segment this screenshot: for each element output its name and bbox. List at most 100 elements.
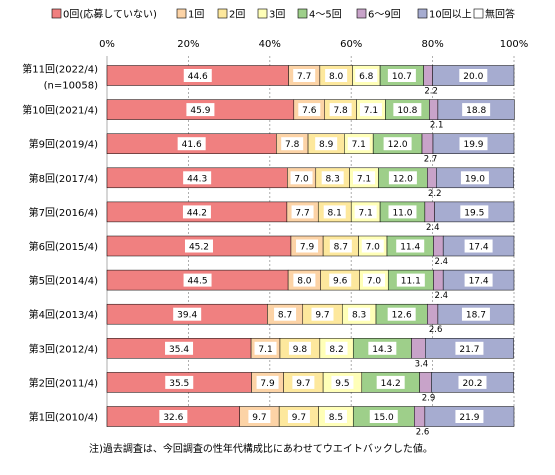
- data-label: 21.7: [459, 345, 479, 355]
- data-label: 2.1: [430, 121, 444, 131]
- data-label: 12.0: [393, 174, 413, 184]
- data-label: 15.0: [374, 413, 394, 423]
- data-label-bg: [165, 341, 194, 355]
- data-label: 3.4: [415, 359, 429, 369]
- data-label: 20.0: [463, 72, 483, 82]
- category-label: 第4回(2013/4): [29, 308, 98, 321]
- bar-segment: [419, 372, 432, 393]
- legend-swatch: [356, 8, 367, 19]
- data-label-bg: [376, 375, 405, 389]
- data-label: 8.2: [329, 345, 343, 355]
- data-label: 2.6: [429, 325, 443, 335]
- data-label: 12.6: [392, 311, 412, 321]
- x-tick-label: 100%: [500, 39, 529, 50]
- data-label-bg: [321, 171, 344, 185]
- category-label: 第7回(2016/4): [29, 206, 98, 219]
- data-label: 2.2: [428, 189, 442, 199]
- bar-segment: [427, 303, 439, 325]
- data-label-bg: [291, 205, 314, 219]
- data-label: 9.7: [252, 413, 266, 423]
- data-label-bg: [248, 410, 271, 423]
- data-label-bg: [455, 341, 484, 355]
- data-label-bg: [387, 69, 416, 82]
- data-label: 35.4: [169, 345, 189, 355]
- category-label: 第1回(2010/4): [29, 411, 98, 424]
- data-label-bg: [325, 341, 348, 355]
- data-label-bg: [388, 205, 417, 219]
- data-label: 7.1: [357, 174, 371, 184]
- data-label-bg: [324, 410, 347, 423]
- legend-swatch: [217, 8, 228, 19]
- data-label-bg: [393, 103, 422, 117]
- data-label-bg: [254, 341, 277, 355]
- data-label-bg: [368, 341, 397, 355]
- data-label: 7.7: [295, 208, 309, 218]
- data-label-bg: [292, 375, 315, 389]
- footnote: 注)過去調査は、今回調査の性年代構成比にあわせてウエイトバックした値。: [89, 442, 433, 455]
- data-label: 7.0: [367, 277, 382, 287]
- data-label-bg: [331, 375, 354, 389]
- data-label: 44.6: [188, 72, 208, 82]
- category-label: 第5回(2014/4): [29, 274, 98, 287]
- data-label: 10.8: [397, 106, 417, 116]
- data-label: 8.7: [278, 311, 292, 321]
- data-label: 7.1: [258, 345, 272, 355]
- legend-label: 3回: [269, 9, 285, 21]
- data-label-bg: [323, 205, 346, 219]
- legend-label: 10回以上: [429, 9, 472, 21]
- data-label: 9.5: [335, 379, 349, 389]
- data-label: 20.2: [462, 379, 482, 389]
- data-label: 8.0: [297, 277, 312, 287]
- data-label-bg: [159, 410, 188, 423]
- data-label-bg: [383, 137, 412, 151]
- data-label-bg: [461, 307, 490, 321]
- data-label: 6.8: [359, 72, 374, 82]
- data-label-bg: [293, 273, 316, 287]
- data-label-bg: [354, 205, 377, 219]
- category-label: 第8回(2017/4): [29, 172, 98, 185]
- legend-label: 2回: [229, 9, 245, 21]
- data-label-bg: [347, 137, 370, 151]
- data-label-bg: [459, 137, 488, 151]
- legend-swatch: [257, 8, 268, 19]
- data-label: 12.0: [388, 140, 408, 150]
- category-label: 第3回(2012/4): [29, 342, 98, 355]
- data-label: 19.5: [464, 208, 484, 218]
- data-label-bg: [182, 205, 211, 219]
- data-label-bg: [369, 410, 398, 423]
- data-label: 7.1: [364, 106, 378, 116]
- data-label-bg: [460, 171, 489, 185]
- data-label: 11.0: [392, 208, 412, 218]
- data-label-bg: [296, 239, 319, 253]
- data-label: 2.7: [424, 155, 438, 165]
- data-label: 2.6: [416, 428, 430, 438]
- x-tick-label: 80%: [421, 39, 443, 50]
- data-label: 8.5: [329, 413, 343, 423]
- data-label: 18.7: [466, 311, 486, 321]
- legend-swatch: [473, 8, 484, 19]
- bar-segment: [414, 406, 426, 427]
- data-label: 9.7: [292, 413, 306, 423]
- data-label: 2.4: [435, 257, 449, 267]
- data-label-bg: [361, 239, 384, 253]
- data-label-bg: [387, 307, 416, 321]
- data-label: 9.7: [315, 311, 329, 321]
- category-label: 第9回(2019/4): [29, 138, 98, 151]
- data-label-bg: [353, 171, 376, 185]
- data-label: 7.1: [352, 140, 366, 150]
- data-label: 7.6: [302, 106, 317, 116]
- bar-segment: [427, 167, 437, 189]
- bar-segment: [433, 235, 444, 257]
- data-label: 44.5: [188, 277, 208, 287]
- data-label-bg: [329, 239, 352, 253]
- data-label: 7.7: [297, 72, 311, 82]
- data-label-bg: [348, 307, 371, 321]
- data-label: 7.8: [333, 106, 348, 116]
- legend-label: 1回: [188, 9, 204, 21]
- data-label: 9.7: [296, 379, 310, 389]
- data-label: 7.0: [366, 243, 381, 253]
- x-tick-label: 20%: [177, 39, 199, 50]
- data-label-bg: [288, 341, 311, 355]
